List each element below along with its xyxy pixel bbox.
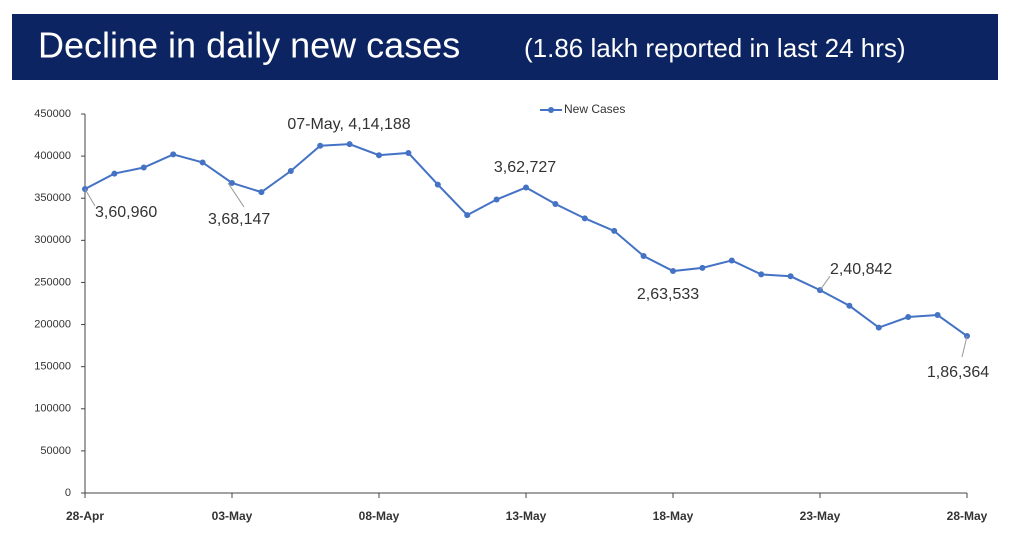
leader-line <box>227 182 245 208</box>
data-point <box>934 312 941 319</box>
data-point <box>758 271 765 278</box>
data-point <box>199 159 206 166</box>
data-label: 1,86,364 <box>927 364 989 381</box>
y-tick-label: 250000 <box>34 276 71 288</box>
x-tick-label: 28-Apr <box>66 509 104 523</box>
chart-subtitle: (1.86 lakh reported in last 24 hrs) <box>524 33 906 63</box>
y-tick-label: 300000 <box>34 234 71 246</box>
x-tick-label: 18-May <box>653 509 694 523</box>
data-point <box>140 164 147 171</box>
data-point <box>170 151 177 158</box>
leader-line <box>819 275 831 291</box>
data-point <box>699 264 706 271</box>
y-tick-label: 0 <box>65 487 71 499</box>
y-tick-label: 150000 <box>34 361 71 373</box>
y-tick-label: 350000 <box>34 192 71 204</box>
data-point <box>523 184 529 191</box>
data-point <box>405 149 412 156</box>
x-tick-label: 13-May <box>506 509 547 523</box>
leader-line <box>84 188 96 207</box>
data-point <box>346 141 353 148</box>
legend-label: New Cases <box>564 102 625 116</box>
data-point <box>493 196 500 203</box>
data-point <box>581 215 588 222</box>
data-point <box>787 273 794 280</box>
x-tick-label: 23-May <box>800 509 841 523</box>
data-label: 3,68,147 <box>208 211 270 228</box>
data-point <box>376 152 382 159</box>
data-label: 07-May, 4,14,188 <box>287 116 410 133</box>
data-point <box>728 257 735 264</box>
data-point <box>905 314 912 321</box>
data-label: 2,63,533 <box>637 286 699 303</box>
data-point <box>287 168 294 175</box>
data-point <box>875 324 882 331</box>
y-tick-label: 100000 <box>34 403 71 415</box>
y-tick-label: 200000 <box>34 318 71 330</box>
title-banner <box>12 14 998 80</box>
data-point <box>670 268 676 275</box>
leader-line <box>961 335 968 358</box>
x-tick-label: 03-May <box>212 509 253 523</box>
data-label: 3,60,960 <box>95 204 157 221</box>
data-point <box>229 179 235 186</box>
y-tick-label: 50000 <box>40 445 71 457</box>
data-point <box>611 227 618 234</box>
data-point <box>464 212 471 219</box>
data-label: 3,62,727 <box>494 159 556 176</box>
data-point <box>552 200 559 207</box>
data-point <box>640 253 647 260</box>
y-tick-label: 400000 <box>34 150 71 162</box>
y-tick-label: 450000 <box>34 108 71 120</box>
data-point <box>111 170 118 177</box>
chart-title: Decline in daily new cases <box>38 25 460 66</box>
data-point <box>258 189 265 196</box>
data-point <box>434 181 441 188</box>
data-point <box>317 142 324 149</box>
x-tick-label: 28-May <box>947 509 988 523</box>
x-tick-label: 08-May <box>359 509 400 523</box>
legend-marker <box>548 107 554 113</box>
data-label: 2,40,842 <box>830 261 892 278</box>
data-point <box>846 302 853 309</box>
